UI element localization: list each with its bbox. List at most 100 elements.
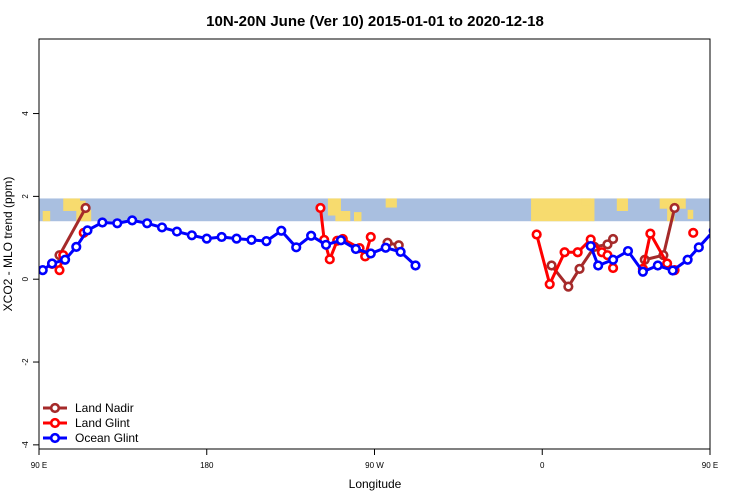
data-point: [112, 218, 123, 229]
data-point: [607, 254, 619, 265]
data-point: [669, 202, 680, 214]
data-point: [97, 217, 108, 228]
data-point: [261, 236, 272, 247]
legend-item-land-nadir: Land Nadir: [43, 401, 134, 415]
land-area: [616, 198, 628, 211]
data-point: [324, 254, 335, 265]
data-point: [186, 230, 197, 241]
data-point: [365, 231, 376, 243]
x-axis-label: Longitude: [349, 477, 402, 491]
data-point: [607, 262, 619, 274]
legend-item-ocean-glint: Ocean Glint: [43, 431, 139, 445]
x-tick-label: 0: [540, 461, 545, 470]
data-point: [693, 242, 704, 253]
data-point: [410, 260, 421, 271]
y-tick-label: -4: [21, 441, 30, 449]
x-tick-label: 90 W: [365, 461, 384, 470]
legend-label: Ocean Glint: [75, 431, 139, 445]
land-area: [42, 210, 51, 222]
y-tick-label: -2: [21, 358, 30, 366]
legend-label: Land Nadir: [75, 401, 134, 415]
x-tick-label: 180: [200, 461, 214, 470]
data-point: [306, 230, 317, 241]
y-tick-label: 0: [21, 276, 30, 281]
ocean-area: [39, 198, 710, 222]
plot-frame: [38, 38, 711, 450]
data-point: [622, 245, 634, 257]
data-point: [531, 229, 542, 240]
data-point: [544, 279, 555, 290]
legend-marker: [49, 432, 61, 444]
data-point: [380, 242, 391, 253]
data-point: [156, 222, 168, 233]
data-point: [682, 254, 693, 265]
land-area: [531, 198, 595, 222]
data-point: [80, 202, 91, 214]
data-point: [572, 247, 583, 258]
data-point: [607, 233, 619, 245]
legend-label: Land Glint: [75, 416, 130, 430]
data-point: [585, 240, 596, 252]
data-point: [171, 226, 183, 237]
x-tick-label: 90 E: [31, 461, 47, 470]
data-point: [59, 254, 71, 265]
data-point: [71, 241, 82, 252]
data-point: [315, 202, 326, 214]
data-point: [320, 239, 332, 250]
data-point: [246, 234, 257, 245]
series-layer: [39, 202, 748, 292]
data-point: [574, 263, 585, 274]
land-area: [63, 198, 81, 211]
data-point: [291, 242, 302, 253]
data-point: [127, 215, 138, 226]
data-point: [593, 260, 604, 271]
data-point: [216, 231, 227, 243]
data-point: [637, 266, 649, 277]
legend-item-land-glint: Land Glint: [43, 416, 130, 430]
legend-marker: [49, 417, 61, 429]
data-point: [652, 260, 663, 271]
data-point: [662, 258, 673, 269]
data-point: [645, 228, 656, 239]
data-point: [54, 264, 65, 276]
data-point: [201, 233, 212, 244]
data-point: [276, 225, 287, 236]
land-area: [385, 198, 397, 208]
data-point: [559, 247, 570, 258]
legend-marker: [49, 402, 61, 414]
world-map-band: [39, 198, 710, 222]
series-ocean-glint: [39, 215, 748, 277]
y-axis-label: XCO2 - MLO trend (ppm): [1, 177, 15, 312]
series-line: [58, 207, 87, 256]
land-area: [667, 207, 675, 222]
land-area: [335, 210, 351, 222]
y-tick-label: 4: [21, 111, 30, 116]
axes: 90 E 180 90 W 0 90 E -4 -2 0 2 4: [21, 111, 718, 470]
data-point: [231, 233, 242, 244]
data-point: [725, 218, 733, 226]
data-point: [740, 220, 748, 228]
x-tick-label: 90 E: [702, 461, 718, 470]
land-area: [76, 200, 86, 222]
data-point: [708, 227, 710, 235]
land-area: [581, 198, 591, 206]
data-point: [335, 235, 347, 246]
data-point: [395, 246, 406, 257]
data-point: [688, 227, 699, 238]
land-area: [83, 209, 92, 222]
data-point: [82, 225, 93, 236]
data-point: [667, 265, 678, 276]
y-tick-label: 2: [21, 194, 30, 199]
land-area: [353, 212, 362, 222]
data-point: [546, 260, 557, 271]
data-point: [46, 258, 58, 269]
data-point: [563, 281, 574, 292]
chart-title: 10N-20N June (Ver 10) 2015-01-01 to 2020…: [206, 13, 544, 30]
data-point: [39, 264, 48, 276]
data-point: [142, 218, 153, 229]
data-point: [350, 243, 361, 255]
land-area: [687, 209, 694, 219]
data-point: [365, 248, 376, 259]
